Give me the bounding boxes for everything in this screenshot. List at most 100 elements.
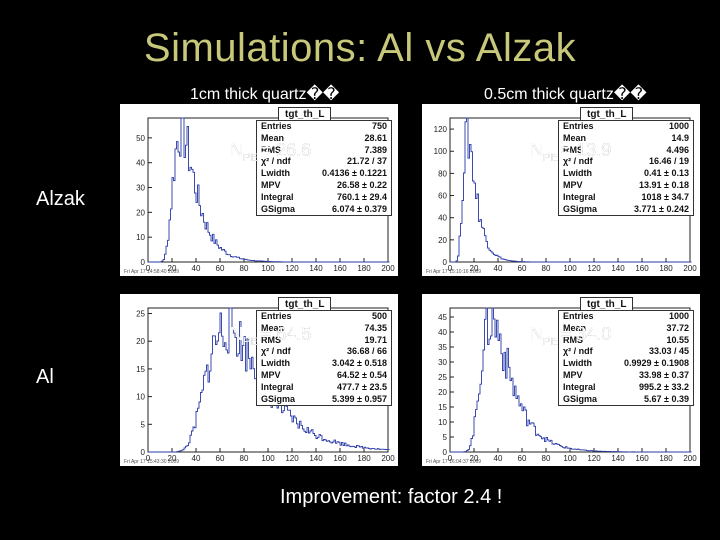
npe-label-al-1cm: NPE = 64.5	[230, 324, 312, 348]
stats-key: MPV	[563, 369, 583, 380]
x-tick-label: 120	[587, 264, 601, 273]
histogram-panel-al-0.5cm: 0 5 10 15 20 25 30 35 40 45 0 20 40 60 80 100 120 140 160 1…	[422, 294, 700, 466]
y-tick-label: 5	[141, 420, 146, 429]
stats-key: χ² / ndf	[261, 346, 291, 357]
y-tick-label: 35	[438, 343, 447, 352]
stats-value: 13.91 ± 0.18	[639, 179, 689, 190]
stats-key: χ² / ndf	[563, 346, 593, 357]
stats-row: χ² / ndf 16.46 / 19	[559, 156, 693, 168]
stats-value: 6.074 ± 0.379	[332, 203, 387, 214]
x-tick-label: 140	[611, 264, 625, 273]
x-tick-label: 180	[659, 454, 673, 463]
x-tick-label: 180	[659, 264, 673, 273]
x-tick-label: 60	[216, 454, 225, 463]
stats-key: χ² / ndf	[563, 156, 593, 167]
y-tick-label: 60	[438, 192, 447, 201]
histogram-panel-al-1cm: 0 5 10 15 20 25 0 20 40 60 80 100 120 140 160 180 200 tgt…	[120, 294, 398, 466]
stats-key: MPV	[563, 179, 583, 190]
stats-value: 477.7 ± 23.5	[337, 381, 387, 392]
stats-key: GSigma	[261, 393, 296, 404]
stats-key: Integral	[261, 381, 294, 392]
column-header-1cm: 1cm thick quartz��	[190, 86, 340, 103]
stats-row: Entries 1000	[559, 311, 693, 323]
npe-label-al-0.5cm: NPE = 34.0	[530, 324, 612, 348]
stats-value: 750	[371, 121, 387, 131]
x-tick-label: 0	[146, 264, 151, 273]
stats-row: Integral 1018 ± 34.7	[559, 192, 693, 204]
stats-key: Lwidth	[261, 168, 290, 179]
x-tick-label: 0	[448, 264, 453, 273]
x-tick-label: 60	[518, 264, 527, 273]
y-tick-label: 20	[438, 388, 447, 397]
y-tick-label: 40	[136, 159, 145, 168]
x-tick-label: 80	[240, 264, 249, 273]
stats-row: Entries 500	[257, 311, 391, 323]
x-tick-label: 40	[494, 264, 503, 273]
y-tick-label: 10	[136, 393, 145, 402]
stats-row: GSigma 5.67 ± 0.39	[559, 394, 693, 406]
y-tick-label: 45	[438, 313, 447, 322]
improvement-note: Improvement: factor 2.4 !	[280, 486, 503, 508]
stats-row: Entries 1000	[559, 121, 693, 133]
timestamp: Fri Apr 17 16:04:37 2009	[426, 459, 482, 465]
stats-value: 10.55	[666, 334, 689, 345]
y-tick-label: 15	[136, 365, 145, 374]
histogram-panel-alzak-0.5cm: 0 20 40 60 80 100 120 0 20 40 60 80 100 120 140 160 180 2…	[422, 104, 700, 276]
stats-value: 28.61	[364, 132, 387, 143]
stats-row: Integral 477.7 ± 23.5	[257, 382, 391, 394]
stats-row: MPV 33.98 ± 0.37	[559, 370, 693, 382]
histogram-series	[450, 307, 692, 453]
stats-key: Mean	[563, 322, 587, 333]
stats-box: Entries 1000 Mean 14.9 RMS 4.496 χ² / ndf 16.46…	[558, 120, 694, 217]
stats-key: Integral	[261, 191, 294, 202]
row-label-alzak: Alzak	[36, 188, 85, 210]
stats-value: 500	[371, 311, 387, 321]
stats-value: 5.67 ± 0.39	[644, 393, 689, 404]
stats-row: RMS 4.496	[559, 145, 693, 157]
stats-box: Entries 750 Mean 28.61 RMS 7.389 χ² / ndf 21.72…	[256, 120, 392, 217]
y-tick-label: 20	[136, 337, 145, 346]
stats-row: Entries 750	[257, 121, 391, 133]
stats-key: Lwidth	[261, 358, 290, 369]
timestamp: Fri Apr 17 15:43:30 2009	[124, 459, 180, 465]
stats-row: RMS 19.71	[257, 335, 391, 347]
x-tick-label: 60	[216, 264, 225, 273]
x-tick-label: 200	[683, 454, 697, 463]
stats-row: Lwidth 0.9929 ± 0.1908	[559, 358, 693, 370]
x-tick-label: 140	[611, 454, 625, 463]
histogram-series	[450, 117, 692, 263]
x-tick-label: 40	[192, 454, 201, 463]
x-tick-label: 160	[635, 264, 649, 273]
histogram-svg: 0 20 40 60 80 100 120 0 20 40 60 80 100 120 140 160 180 2…	[434, 117, 697, 273]
stats-value: 5.399 ± 0.957	[332, 393, 387, 404]
stats-value: 1000	[668, 121, 689, 131]
y-tick-label: 15	[438, 403, 447, 412]
histogram-series	[148, 117, 390, 263]
stats-key: Mean	[261, 322, 285, 333]
y-tick-label: 0	[141, 448, 146, 457]
stats-key: MPV	[261, 179, 281, 190]
y-tick-label: 25	[136, 310, 145, 319]
y-tick-label: 20	[438, 236, 447, 245]
stats-row: Mean 37.72	[559, 323, 693, 335]
stats-value: 36.68 / 66	[346, 346, 387, 357]
x-tick-label: 140	[309, 264, 323, 273]
stats-key: MPV	[261, 369, 281, 380]
y-tick-label: 40	[438, 214, 447, 223]
timestamp: Fri Apr 17 15:10:16 2009	[426, 269, 482, 275]
x-tick-label: 60	[518, 454, 527, 463]
histogram-panel-alzak-1cm: 0 10 20 30 40 50 0 20 40 60 80 100 120 140 160 180 200 tg…	[120, 104, 398, 276]
x-tick-label: 40	[192, 264, 201, 273]
x-tick-label: 80	[240, 454, 249, 463]
stats-row: χ² / ndf 36.68 / 66	[257, 346, 391, 358]
stats-row: χ² / ndf 21.72 / 37	[257, 156, 391, 168]
stats-key: GSigma	[563, 203, 598, 214]
stats-key: RMS	[563, 144, 583, 155]
y-tick-label: 50	[136, 134, 145, 143]
stats-row: RMS 7.389	[257, 145, 391, 157]
y-tick-label: 10	[438, 418, 447, 427]
y-tick-label: 30	[438, 358, 447, 367]
stats-row: MPV 13.91 ± 0.18	[559, 180, 693, 192]
stats-key: GSigma	[563, 393, 598, 404]
stats-value: 995.2 ± 33.2	[639, 381, 689, 392]
